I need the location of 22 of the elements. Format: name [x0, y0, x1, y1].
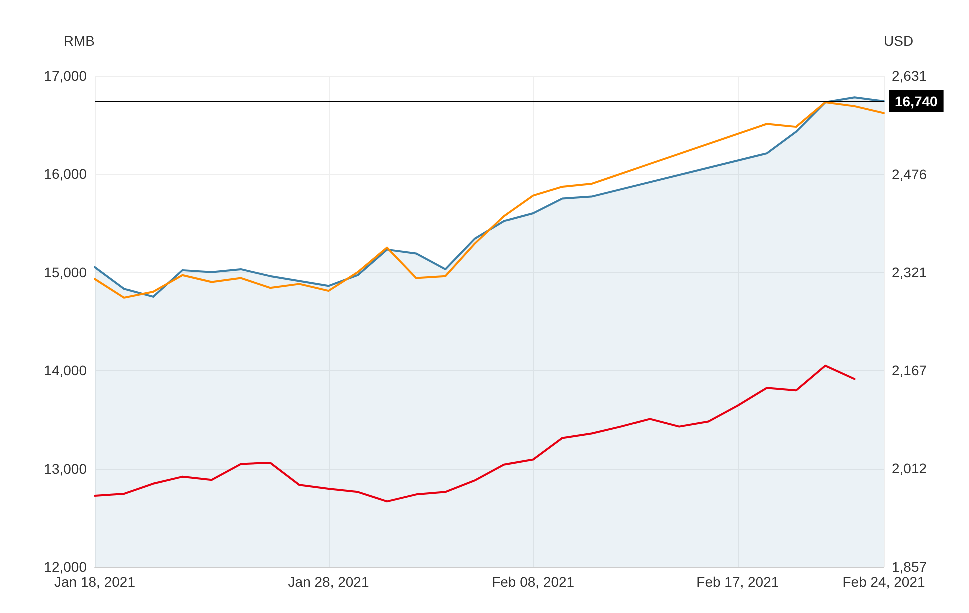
x-tick-label: Feb 17, 2021 — [696, 574, 780, 590]
x-tick-label: Feb 08, 2021 — [492, 574, 575, 590]
line-series — [94, 364, 856, 503]
y-tick-label: 14,000 — [44, 362, 88, 379]
y2-tick-label: 2,631 — [892, 68, 928, 84]
y2-tick-label: 2,321 — [892, 264, 928, 281]
y-tick-label: 13,000 — [44, 460, 88, 477]
y-tick-label: 12,000 — [44, 559, 88, 575]
ref-line-label: 16,740 — [895, 94, 938, 110]
line-series — [94, 102, 885, 299]
x-tick-label: Jan 28, 2021 — [288, 574, 370, 590]
y2-tick-label: 2,167 — [892, 362, 928, 378]
y2-tick-label: 1,857 — [892, 559, 928, 575]
y-tick-label: 16,000 — [44, 166, 88, 182]
y-tick-label: 17,000 — [44, 68, 88, 84]
y2-axis-title: USD — [884, 33, 914, 49]
y-tick-label: 15,000 — [44, 264, 88, 280]
x-tick-label: Feb 24, 2021 — [842, 574, 926, 590]
y2-tick-label: 2,476 — [892, 166, 928, 182]
y-axis-title: RMB — [64, 33, 95, 49]
x-tick-label: Jan 18, 2021 — [54, 574, 136, 590]
y2-tick-label: 2,012 — [892, 460, 928, 477]
